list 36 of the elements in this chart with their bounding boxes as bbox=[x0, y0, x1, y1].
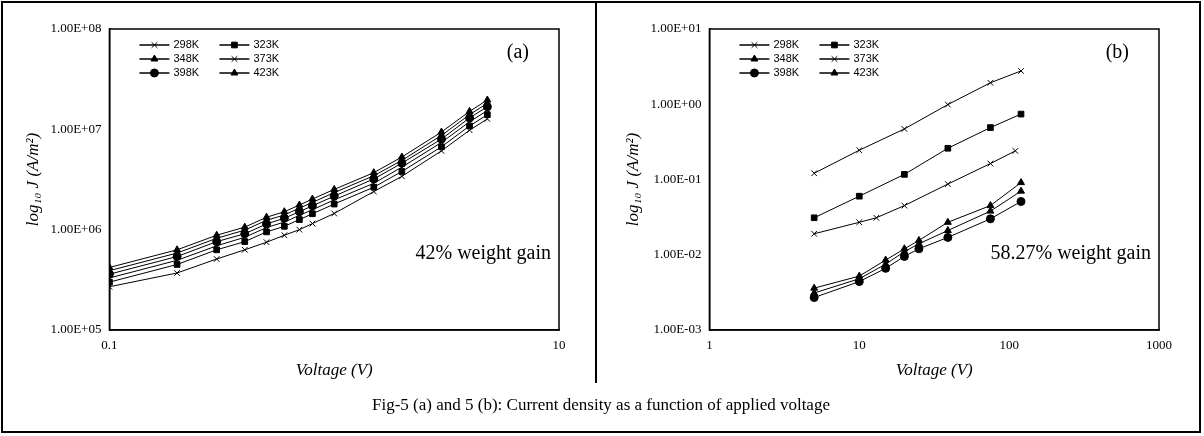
legend-label: 373K bbox=[253, 52, 280, 65]
x-tick-label: 10 bbox=[852, 337, 866, 353]
y-tick-label: 1.00E+05 bbox=[50, 321, 102, 337]
y-tick-label: 1.00E+08 bbox=[50, 20, 102, 36]
annotation: (b) bbox=[1105, 40, 1129, 64]
text: Fig-5 (a) and 5 (b): Current density as a function of applied voltage bbox=[371, 395, 831, 415]
x-tick-label: 10 bbox=[552, 337, 566, 353]
x-tick-label: 100 bbox=[999, 337, 1019, 353]
x-axis-title: Voltage (V) bbox=[895, 360, 974, 380]
y-tick-label: 1.00E-03 bbox=[653, 321, 702, 337]
legend-label: 373K bbox=[853, 52, 880, 65]
legend-label: 423K bbox=[853, 66, 880, 79]
y-tick-label: 1.00E-02 bbox=[653, 246, 702, 262]
legend-label: 323K bbox=[853, 38, 880, 51]
legend-label: 348K bbox=[773, 52, 800, 65]
legend-label: 398K bbox=[773, 66, 800, 79]
legend-label: 423K bbox=[253, 66, 280, 79]
x-tick-label: 1000 bbox=[1146, 337, 1172, 353]
x-axis-title: Voltage (V) bbox=[295, 360, 374, 380]
legend-label: 298K bbox=[173, 38, 200, 51]
y-tick-label: 1.00E+06 bbox=[50, 221, 102, 237]
y-axis-title: log₁₀ J (A/m²) bbox=[22, 132, 42, 227]
annotation: 58.27% weight gain bbox=[990, 241, 1151, 265]
annotation: 42% weight gain bbox=[415, 241, 551, 265]
y-tick-label: 1.00E+01 bbox=[650, 20, 702, 36]
y-tick-label: 1.00E+00 bbox=[650, 95, 702, 111]
legend-label: 323K bbox=[253, 38, 280, 51]
y-tick-label: 1.00E-01 bbox=[653, 170, 702, 186]
legend-label: 298K bbox=[773, 38, 800, 51]
legend-label: 348K bbox=[173, 52, 200, 65]
y-axis-title: log₁₀ J (A/m²) bbox=[622, 132, 642, 227]
legend-label: 398K bbox=[173, 66, 200, 79]
x-tick-label: 1 bbox=[706, 337, 713, 353]
y-tick-label: 1.00E+07 bbox=[50, 120, 102, 136]
x-tick-label: 0.1 bbox=[101, 337, 118, 353]
annotation: (a) bbox=[506, 40, 529, 64]
